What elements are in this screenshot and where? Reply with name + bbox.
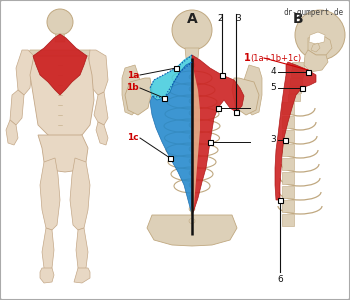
Text: 4: 4 <box>270 68 276 76</box>
Polygon shape <box>308 35 332 55</box>
Ellipse shape <box>189 62 195 68</box>
Polygon shape <box>122 65 140 115</box>
Ellipse shape <box>189 206 195 211</box>
Polygon shape <box>282 144 294 156</box>
Polygon shape <box>289 86 301 93</box>
Text: 1a: 1a <box>127 70 139 80</box>
Polygon shape <box>40 158 60 230</box>
Polygon shape <box>30 56 94 138</box>
Polygon shape <box>120 5 262 295</box>
Polygon shape <box>262 5 348 295</box>
Ellipse shape <box>189 182 195 188</box>
Bar <box>208 140 212 145</box>
Text: (1a+1b+1c): (1a+1b+1c) <box>250 53 301 62</box>
Polygon shape <box>192 55 244 215</box>
Polygon shape <box>291 70 303 77</box>
Polygon shape <box>70 158 90 230</box>
Polygon shape <box>147 215 237 246</box>
Bar <box>306 70 310 74</box>
Ellipse shape <box>189 194 195 200</box>
Bar <box>161 95 167 101</box>
Polygon shape <box>76 228 88 272</box>
Polygon shape <box>232 78 259 115</box>
Circle shape <box>295 10 345 60</box>
Polygon shape <box>282 200 294 212</box>
Polygon shape <box>74 268 90 283</box>
Polygon shape <box>282 102 294 114</box>
Polygon shape <box>94 92 108 125</box>
Polygon shape <box>150 55 192 100</box>
Circle shape <box>172 10 212 50</box>
Text: 2: 2 <box>217 14 223 23</box>
Ellipse shape <box>189 170 195 175</box>
Text: 3: 3 <box>270 136 276 145</box>
Circle shape <box>47 9 73 35</box>
Bar <box>300 85 304 91</box>
Ellipse shape <box>189 158 195 164</box>
Polygon shape <box>33 34 87 95</box>
Text: 6: 6 <box>277 275 283 284</box>
Ellipse shape <box>189 218 195 224</box>
Ellipse shape <box>189 134 195 140</box>
Polygon shape <box>190 62 200 215</box>
Polygon shape <box>282 214 294 226</box>
Text: 1: 1 <box>244 53 251 63</box>
Text: dr-gumpert.de: dr-gumpert.de <box>284 8 344 17</box>
Polygon shape <box>290 78 302 85</box>
Polygon shape <box>282 186 294 198</box>
Text: 1b: 1b <box>126 83 139 92</box>
Bar <box>233 110 238 115</box>
Polygon shape <box>150 62 192 215</box>
Text: A: A <box>187 12 197 26</box>
Polygon shape <box>244 65 262 115</box>
Text: 1c: 1c <box>127 134 139 142</box>
Ellipse shape <box>189 146 195 152</box>
Polygon shape <box>282 172 294 184</box>
Polygon shape <box>28 50 92 56</box>
Polygon shape <box>88 50 108 95</box>
Polygon shape <box>96 122 108 145</box>
Bar <box>216 106 220 110</box>
Text: 3: 3 <box>235 14 241 23</box>
Ellipse shape <box>189 86 195 92</box>
Text: 5: 5 <box>270 83 276 92</box>
Polygon shape <box>10 90 24 125</box>
Polygon shape <box>42 228 54 272</box>
Bar <box>278 197 282 202</box>
Polygon shape <box>282 116 294 128</box>
Polygon shape <box>292 62 304 69</box>
Polygon shape <box>40 268 54 283</box>
Bar <box>282 137 287 142</box>
Polygon shape <box>38 135 88 172</box>
Polygon shape <box>311 43 320 52</box>
Polygon shape <box>125 78 152 115</box>
Polygon shape <box>5 5 118 295</box>
Polygon shape <box>55 34 65 42</box>
Polygon shape <box>288 94 300 101</box>
Bar <box>168 155 173 160</box>
Polygon shape <box>304 50 328 72</box>
Polygon shape <box>275 62 316 200</box>
Polygon shape <box>6 120 18 145</box>
Text: B: B <box>293 12 303 26</box>
Polygon shape <box>282 158 294 170</box>
Polygon shape <box>282 130 294 142</box>
Polygon shape <box>185 48 199 58</box>
Polygon shape <box>309 32 325 44</box>
Ellipse shape <box>189 74 195 80</box>
Ellipse shape <box>189 110 195 116</box>
Ellipse shape <box>189 98 195 104</box>
Bar <box>174 65 178 70</box>
Polygon shape <box>16 50 34 95</box>
Bar <box>219 73 224 77</box>
Ellipse shape <box>189 122 195 128</box>
